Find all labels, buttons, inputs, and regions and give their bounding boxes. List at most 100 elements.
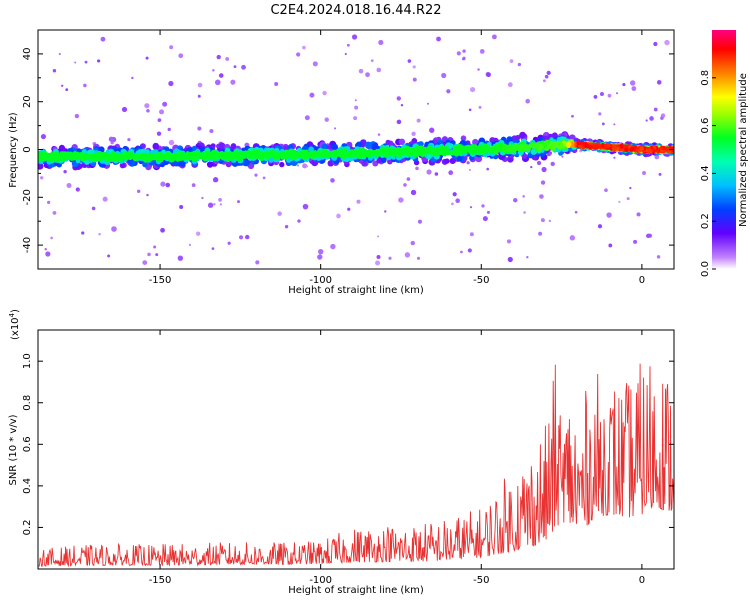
spectrogram-speckle xyxy=(629,186,632,190)
spectrogram-cell xyxy=(42,154,47,160)
spectrogram-cell xyxy=(426,153,432,160)
spectrogram-cell xyxy=(450,157,456,164)
spectrogram-speckle xyxy=(506,239,512,244)
spectrogram-speckle xyxy=(416,256,421,260)
spectrogram-speckle xyxy=(212,69,215,72)
spectrogram-speckle xyxy=(467,248,472,253)
snr-ytick-label: 1.0 xyxy=(22,353,33,369)
snr-xtick-label: -50 xyxy=(473,575,489,586)
spectrogram-cell xyxy=(171,153,176,158)
spectrogram-speckle xyxy=(127,137,131,142)
spectrogram-speckle xyxy=(548,151,553,155)
spectrogram-speckle xyxy=(460,250,463,254)
spectrogram-cell xyxy=(72,161,79,168)
spectrogram-cell xyxy=(296,152,302,158)
spectrogram-speckle xyxy=(451,202,454,206)
spectrogram-cell xyxy=(38,154,43,160)
spectrogram-speckle xyxy=(410,240,415,246)
spectrogram-speckle xyxy=(452,192,457,197)
spectrogram-xtick-label: -50 xyxy=(473,275,489,286)
spectrogram-cell xyxy=(93,153,99,160)
spectrogram-speckle xyxy=(396,119,402,125)
spectrogram-speckle xyxy=(486,167,489,171)
snr-ytick-label: 0.2 xyxy=(22,519,33,535)
spectrogram-speckle xyxy=(305,165,309,168)
colorbar-gradient xyxy=(712,30,736,269)
spectrogram-speckle xyxy=(330,178,335,183)
spectrogram-speckle xyxy=(469,86,476,93)
spectrogram-speckle xyxy=(317,254,323,260)
spectrogram-speckle xyxy=(83,83,87,88)
spectrogram-speckle xyxy=(542,79,546,83)
spectrogram-cell xyxy=(360,150,366,156)
snr-ytick-label: 0.8 xyxy=(22,395,33,411)
spectrogram-speckle xyxy=(351,34,358,40)
spectrogram-speckle xyxy=(213,203,216,206)
spectrogram-peak xyxy=(576,140,582,146)
spectrogram-speckle xyxy=(97,59,101,63)
snr-background xyxy=(38,330,674,569)
spectrogram-speckle xyxy=(100,36,106,42)
spectrogram-cell xyxy=(221,152,227,159)
spectrogram-speckle xyxy=(225,57,230,61)
snr-ytick-label: 0.6 xyxy=(22,436,33,452)
snr-scale-label: (x104) xyxy=(8,309,21,340)
spectrogram-cell xyxy=(245,152,253,159)
spectrogram-speckle xyxy=(633,239,638,244)
spectrogram-speckle xyxy=(227,241,231,245)
spectrogram-speckle xyxy=(448,170,454,176)
spectrogram-speckle xyxy=(618,200,621,203)
spectrogram-cell xyxy=(395,149,402,156)
spectrogram-speckle xyxy=(238,235,244,240)
spectrogram-speckle xyxy=(324,117,329,122)
spectrogram-cell xyxy=(152,143,159,151)
spectrogram-cell xyxy=(197,153,204,160)
spectrogram-speckle xyxy=(354,105,359,110)
spectrogram-speckle xyxy=(468,168,471,171)
spectrogram-peak xyxy=(578,144,583,149)
spectrogram-cell xyxy=(129,153,135,159)
spectrogram-cell xyxy=(242,152,247,158)
spectrogram-speckle xyxy=(406,177,411,181)
spectrogram-speckle xyxy=(169,45,174,50)
spectrogram-speckle xyxy=(322,90,327,96)
spectrogram-speckle xyxy=(302,163,308,169)
spectrogram-speckle xyxy=(131,76,134,80)
spectrogram-cell xyxy=(549,141,555,148)
spectrogram-cell xyxy=(230,143,237,149)
snr-marks xyxy=(38,363,674,568)
spectrogram-speckle xyxy=(160,181,166,187)
spectrogram-cell xyxy=(440,149,446,154)
spectrogram-speckle xyxy=(417,219,423,224)
spectrogram-cell xyxy=(260,153,267,159)
spectrogram-speckle xyxy=(147,252,151,257)
spectrogram-speckle xyxy=(219,203,222,206)
spectrogram-speckle xyxy=(608,243,613,248)
spectrogram-speckle xyxy=(74,113,80,119)
spectrogram-cell xyxy=(444,148,450,155)
spectrogram-cell xyxy=(368,149,374,155)
spectrogram-speckle xyxy=(145,56,149,60)
spectrogram-cell xyxy=(105,153,111,160)
spectrogram-speckle xyxy=(546,70,551,76)
spectrogram-speckle xyxy=(375,260,381,266)
spectrogram-cell xyxy=(112,153,119,160)
spectrogram-speckle xyxy=(74,61,77,64)
spectrogram-speckle xyxy=(536,160,542,166)
spectrogram-peak xyxy=(603,143,609,148)
spectrogram-speckle xyxy=(108,136,114,142)
spectrogram-speckle xyxy=(486,72,491,78)
spectrogram-peak xyxy=(611,146,618,152)
spectrogram-cell xyxy=(288,151,294,156)
spectrogram-speckle xyxy=(146,109,150,113)
spectrogram-speckle xyxy=(486,210,490,214)
spectrogram-speckle xyxy=(237,200,241,204)
colorbar-tick-label: 0.6 xyxy=(700,118,711,134)
spectrogram-cell xyxy=(311,152,317,158)
spectrogram-speckle xyxy=(630,80,636,86)
spectrogram-speckle xyxy=(571,114,574,118)
spectrogram-peak xyxy=(624,147,629,152)
spectrogram-speckle xyxy=(245,234,250,240)
spectrogram-speckle xyxy=(597,224,603,229)
spectrogram-speckle xyxy=(540,180,546,185)
